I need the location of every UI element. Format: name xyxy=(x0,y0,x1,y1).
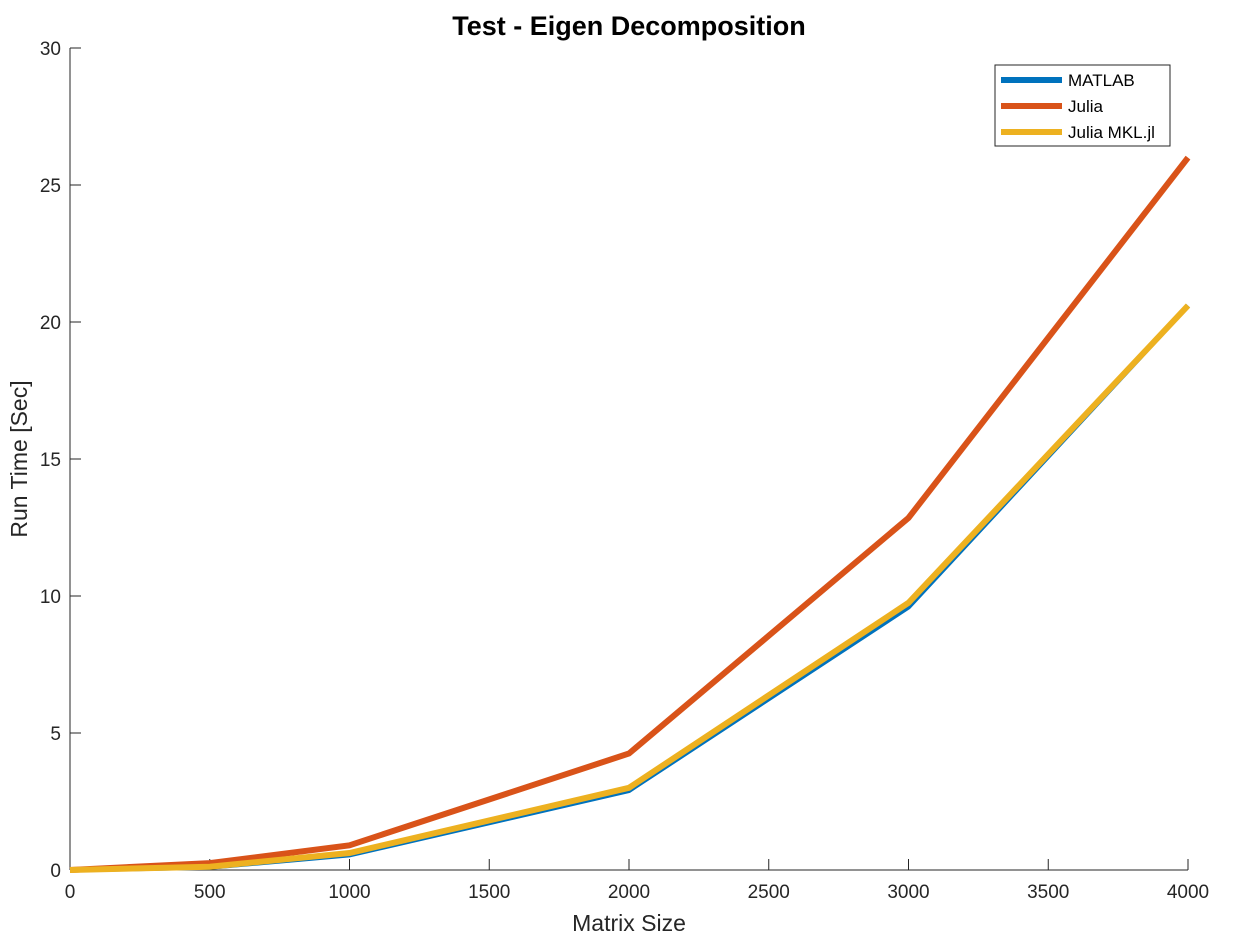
y-axis-label: Run Time [Sec] xyxy=(6,380,32,537)
x-tick-label: 2500 xyxy=(748,882,790,903)
x-tick-label: 3000 xyxy=(887,882,929,903)
legend: MATLAB Julia Julia MKL.jl xyxy=(994,64,1171,147)
y-tick-label: 15 xyxy=(40,450,61,471)
x-tick-label: 0 xyxy=(65,882,76,903)
y-tick-label: 20 xyxy=(40,313,61,334)
legend-entry: Julia MKL.jl xyxy=(1068,123,1155,142)
chart-title: Test - Eigen Decomposition xyxy=(452,11,806,41)
y-tick-label: 30 xyxy=(40,39,61,60)
legend-entry: MATLAB xyxy=(1068,71,1135,90)
x-tick-label: 3500 xyxy=(1027,882,1069,903)
x-tick-label: 500 xyxy=(194,882,226,903)
plot-axes: 0 500 1000 1500 2000 2500 3000 3500 4000 0 5 10 15 20… xyxy=(40,39,1209,903)
series-line-julia xyxy=(69,155,1191,873)
y-tick-label: 25 xyxy=(40,176,61,197)
legend-entry: Julia xyxy=(1068,97,1104,116)
series-line-julia-mkl-jl xyxy=(69,303,1191,873)
y-tick-label: 10 xyxy=(40,587,61,608)
y-tick-label: 0 xyxy=(50,861,61,882)
x-tick-label: 1500 xyxy=(468,882,510,903)
y-tick-label: 5 xyxy=(50,724,61,745)
x-axis-label: Matrix Size xyxy=(572,910,686,936)
x-tick-label: 4000 xyxy=(1167,882,1209,903)
x-tick-label: 2000 xyxy=(608,882,650,903)
series-group xyxy=(69,155,1191,873)
x-tick-label: 1000 xyxy=(328,882,370,903)
